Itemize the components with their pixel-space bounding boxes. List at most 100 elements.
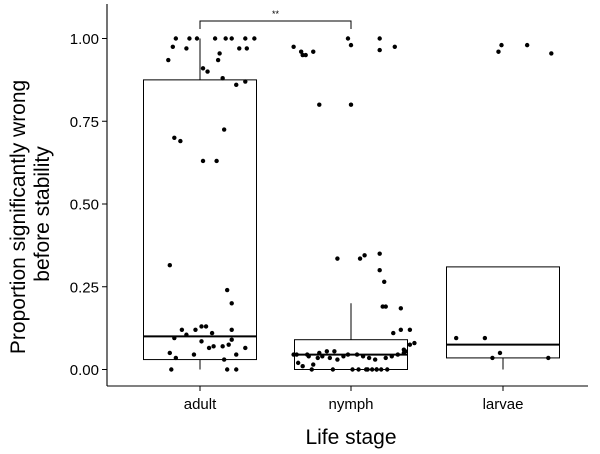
data-point	[453, 335, 459, 341]
data-point	[298, 49, 304, 54]
y-axis-title-line-1: Proportion significantly wrong	[7, 80, 30, 354]
iqr-box	[143, 79, 257, 361]
data-point	[199, 339, 204, 344]
data-point	[311, 49, 316, 54]
iqr-box	[446, 266, 560, 359]
data-point	[407, 327, 413, 332]
data-point	[205, 69, 210, 74]
points-nymph	[291, 36, 417, 372]
data-point	[217, 51, 222, 56]
data-point	[377, 47, 382, 53]
data-point	[348, 102, 354, 107]
data-point	[335, 357, 340, 362]
data-point	[184, 46, 189, 51]
data-point	[350, 367, 355, 372]
x-tick-label: nymph	[328, 396, 373, 413]
data-point	[193, 327, 198, 332]
data-point	[369, 367, 375, 372]
data-point	[221, 357, 227, 362]
data-point	[234, 82, 239, 88]
data-point	[291, 44, 296, 49]
y-axis-title-line-2: before stability	[31, 146, 54, 282]
x-axis-ticks: adult nymph larvae	[184, 386, 523, 413]
y-tick-label: 0.50	[70, 197, 99, 214]
data-point	[303, 52, 308, 58]
bracket-line	[199, 20, 352, 29]
data-point	[380, 304, 385, 309]
data-point	[391, 330, 396, 336]
data-point	[377, 268, 382, 273]
data-point	[345, 36, 351, 41]
data-point	[300, 363, 305, 369]
data-point	[178, 138, 183, 144]
data-point	[395, 352, 401, 357]
data-point	[499, 42, 504, 48]
data-point	[317, 350, 322, 356]
data-point	[244, 46, 250, 51]
data-point	[324, 349, 330, 354]
data-point	[223, 36, 228, 41]
data-point	[220, 344, 225, 349]
y-tick-label: 0.75	[70, 114, 99, 131]
data-point	[398, 306, 404, 311]
data-point	[243, 36, 248, 41]
data-point	[354, 352, 360, 357]
data-point	[524, 42, 530, 48]
points-adult	[166, 36, 257, 372]
data-point	[199, 324, 204, 329]
data-point	[497, 350, 503, 356]
points-larvae	[453, 42, 554, 361]
data-point	[412, 340, 417, 346]
data-point	[167, 350, 172, 356]
data-point	[389, 354, 394, 359]
data-point	[385, 367, 390, 372]
points	[166, 36, 554, 372]
data-point	[357, 256, 363, 261]
data-point	[226, 342, 231, 347]
data-point	[229, 36, 234, 41]
x-tick-label: adult	[184, 396, 217, 413]
data-point	[229, 337, 234, 342]
data-point	[306, 354, 311, 359]
data-point	[377, 36, 382, 41]
plot-area: 0.00 0.25 0.50 0.75 1.00 adult nymph larvae **	[70, 4, 588, 413]
data-point	[398, 327, 404, 332]
data-point	[382, 279, 387, 284]
y-tick-label: 0.00	[70, 362, 99, 379]
data-point	[184, 332, 189, 337]
data-point	[243, 345, 248, 351]
data-point	[224, 367, 230, 372]
data-point	[229, 301, 234, 306]
data-point	[549, 51, 554, 56]
data-point	[214, 158, 219, 164]
data-point	[407, 342, 413, 347]
data-point	[294, 352, 299, 357]
data-point	[224, 287, 230, 293]
data-point	[311, 362, 316, 367]
data-point	[401, 350, 407, 356]
y-tick-label: 0.25	[70, 279, 99, 296]
data-point	[206, 345, 212, 351]
data-point	[362, 253, 367, 258]
data-point	[172, 335, 177, 341]
boxes	[143, 38, 560, 370]
data-point	[335, 256, 340, 261]
data-point	[167, 263, 172, 268]
significance-bracket: **	[199, 9, 352, 29]
data-point	[356, 367, 361, 372]
box-adult	[143, 38, 257, 370]
data-point	[252, 36, 257, 41]
data-point	[211, 344, 216, 349]
data-point	[170, 44, 176, 49]
data-point	[200, 158, 206, 164]
data-point	[243, 79, 248, 84]
data-point	[234, 367, 239, 372]
data-point	[173, 36, 179, 41]
data-point	[295, 360, 301, 366]
data-point	[194, 36, 200, 41]
data-point	[187, 36, 192, 41]
data-point	[374, 367, 379, 372]
x-axis-title: Life stage	[305, 426, 396, 449]
data-point	[237, 46, 242, 51]
